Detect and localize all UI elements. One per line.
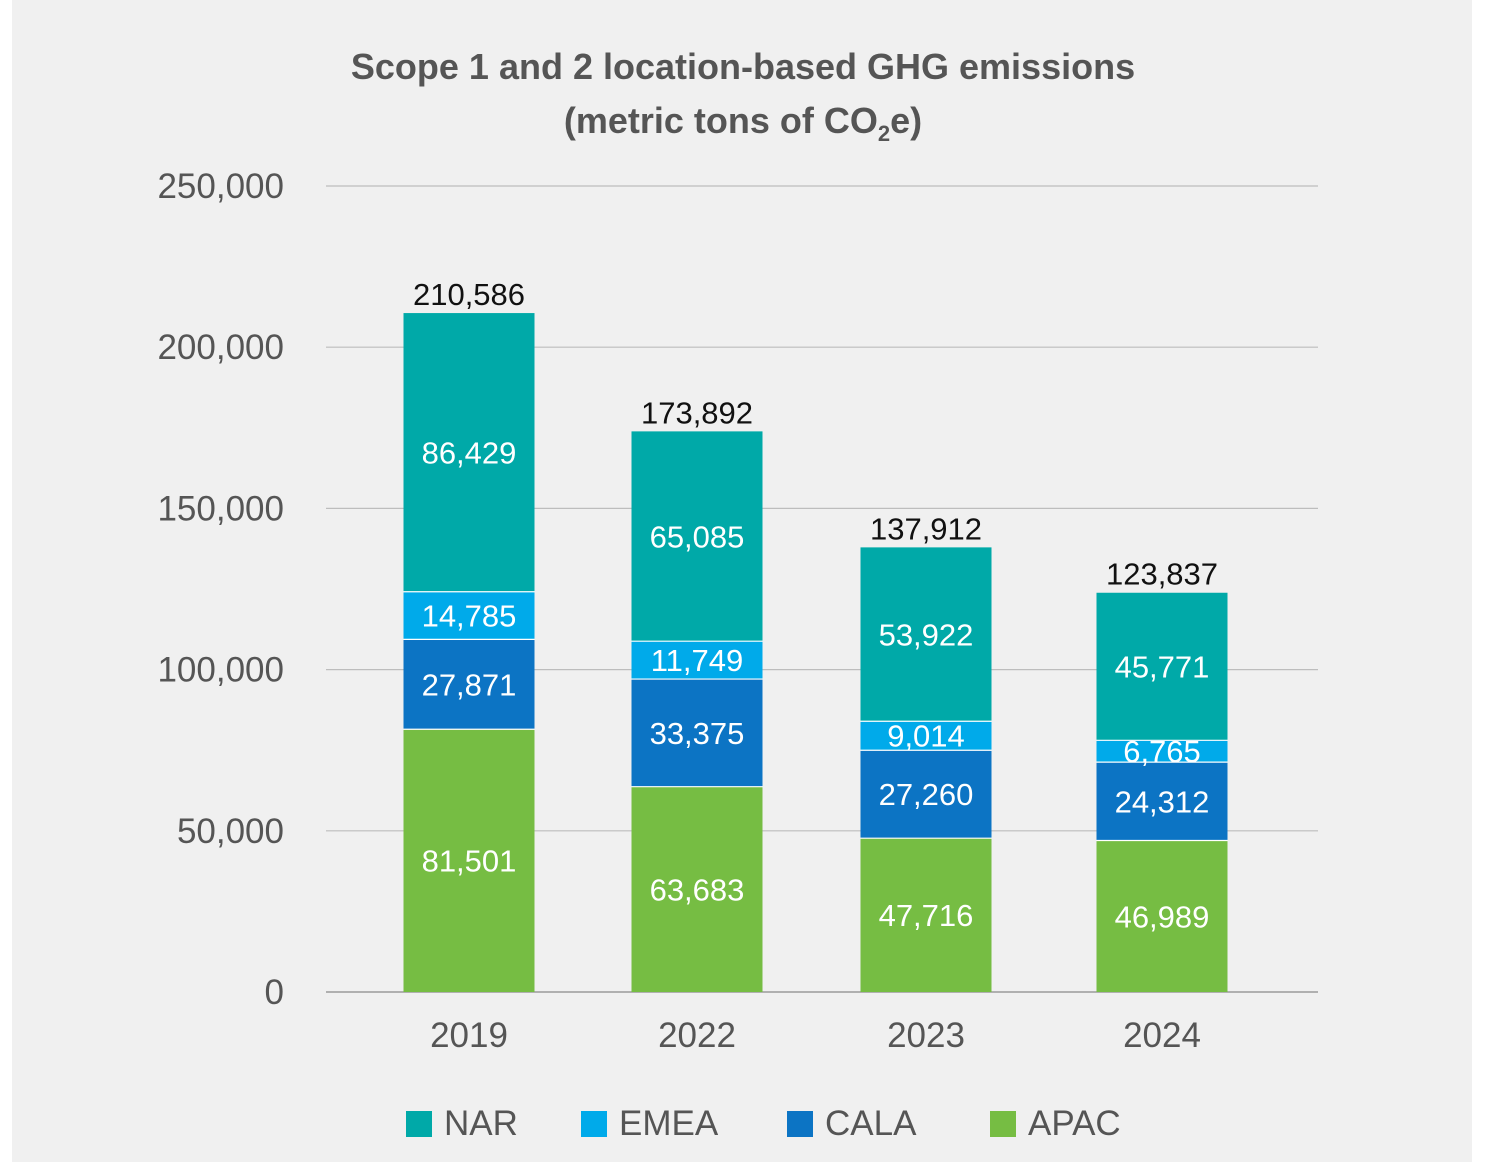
data-label-emea: 14,785 xyxy=(422,599,517,634)
legend-swatch xyxy=(406,1111,432,1137)
x-tick-label: 2022 xyxy=(658,1016,736,1055)
data-label-nar: 53,922 xyxy=(879,617,974,652)
data-label-apac: 47,716 xyxy=(879,898,974,933)
legend-swatch xyxy=(787,1111,813,1137)
bar-segment-apac xyxy=(860,838,992,992)
bar-segment-emea xyxy=(403,591,535,640)
legend-item-cala: CALA xyxy=(787,1100,916,1148)
y-tick-label: 100,000 xyxy=(157,651,284,690)
total-label: 137,912 xyxy=(870,511,982,546)
legend-label: EMEA xyxy=(619,1104,719,1143)
bar-segment-emea xyxy=(631,641,763,680)
x-tick-label: 2024 xyxy=(1123,1016,1201,1055)
legend-item-apac: APAC xyxy=(990,1100,1121,1148)
legend-label: APAC xyxy=(1028,1104,1121,1143)
legend-item-nar: NAR xyxy=(406,1100,518,1148)
chart-title-line-1: Scope 1 and 2 location-based GHG emissio… xyxy=(350,46,1136,87)
legend-label: NAR xyxy=(444,1104,518,1143)
legend-swatch xyxy=(581,1111,607,1137)
y-tick-label: 150,000 xyxy=(157,489,284,528)
bar-segment-nar xyxy=(860,547,992,722)
bar-segment-apac xyxy=(403,729,535,992)
legend-label: CALA xyxy=(825,1104,917,1143)
data-label-cala: 24,312 xyxy=(1115,784,1210,819)
data-label-nar: 65,085 xyxy=(650,519,745,554)
bar-segment-emea xyxy=(1096,740,1228,763)
data-label-emea: 9,014 xyxy=(887,719,965,754)
data-label-nar: 45,771 xyxy=(1115,650,1210,685)
data-label-apac: 81,501 xyxy=(422,844,517,879)
bar-segment-apac xyxy=(1096,840,1228,992)
data-label-emea: 11,749 xyxy=(651,643,744,678)
chart-title-line-2: (metric tons of CO2e) xyxy=(0,94,1486,161)
legend: NAR EMEA CALA APAC xyxy=(0,1100,1486,1148)
total-label: 173,892 xyxy=(641,395,753,430)
bar-segment-cala xyxy=(631,679,763,787)
y-tick-label: 200,000 xyxy=(157,328,284,367)
stacked-bar-chart: 0 50,000 100,000 150,000 200,000 250,000 81,50… xyxy=(157,167,1318,1055)
bar-segment-nar xyxy=(1096,592,1228,741)
chart-title: Scope 1 and 2 location-based GHG emissio… xyxy=(0,40,1486,161)
legend-item-emea: EMEA xyxy=(581,1100,718,1148)
bar-segment-nar xyxy=(631,431,763,642)
data-label-cala: 33,375 xyxy=(650,716,745,751)
y-tick-label: 0 xyxy=(265,973,284,1012)
data-label-apac: 63,683 xyxy=(650,872,745,907)
x-tick-label: 2019 xyxy=(430,1016,508,1055)
bar-segment-cala xyxy=(403,639,535,730)
chart-title-subscript: 2 xyxy=(877,121,891,147)
y-tick-label: 250,000 xyxy=(157,167,284,206)
chart-title-line-2-post: e) xyxy=(890,100,923,141)
x-tick-label: 2023 xyxy=(887,1016,965,1055)
bar-segment-cala xyxy=(860,750,992,839)
data-label-cala: 27,260 xyxy=(879,777,974,812)
chart-title-line-2-pre: (metric tons of CO xyxy=(563,100,878,141)
total-label: 210,586 xyxy=(413,277,525,312)
bar-segment-emea xyxy=(860,721,992,751)
bar-segment-nar xyxy=(403,313,535,592)
legend-swatch xyxy=(990,1111,1016,1137)
data-label-cala: 27,871 xyxy=(422,667,517,702)
data-label-nar: 86,429 xyxy=(422,435,517,470)
bar-segment-apac xyxy=(631,786,763,992)
bar-segment-cala xyxy=(1096,762,1228,841)
data-label-apac: 46,989 xyxy=(1115,899,1210,934)
y-tick-label: 50,000 xyxy=(177,812,284,851)
total-label: 123,837 xyxy=(1106,557,1218,592)
